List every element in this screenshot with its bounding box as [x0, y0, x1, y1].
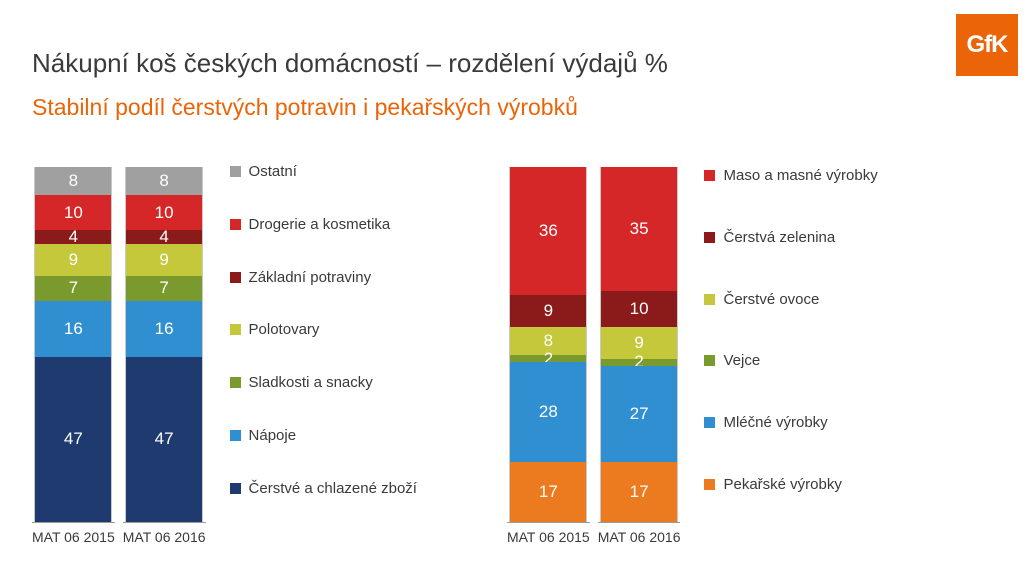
- left-chart-segment-napoje: 16: [126, 301, 202, 357]
- left-chart-legend-item: Drogerie a kosmetika: [230, 216, 417, 233]
- left-chart-segment-zakladni: 4: [126, 230, 202, 244]
- left-chart-segment-cerstve_chlazene: 47: [35, 357, 111, 522]
- legend-label: Polotovary: [249, 321, 320, 338]
- legend-swatch: [704, 170, 715, 181]
- left-chart-segment-polotovary: 9: [35, 244, 111, 276]
- legend-label: Pekařské výrobky: [723, 476, 841, 493]
- right-chart-segment-mlecne: 28: [510, 362, 586, 461]
- legend-label: Mléčné výrobky: [723, 414, 827, 431]
- left-chart-segment-cerstve_chlazene: 47: [126, 357, 202, 522]
- legend-label: Čerstvé ovoce: [723, 291, 819, 308]
- left-chart-bars: 4716794108MAT 06 20154716794108MAT 06 20…: [32, 145, 206, 545]
- left-chart-legend: Ostatní Drogerie a kosmetika Základní potr…: [206, 145, 417, 515]
- right-chart-category-label: MAT 06 2015: [507, 529, 590, 545]
- right-chart-bar: 172828936: [509, 167, 587, 522]
- right-chart-segment-zelenina: 9: [510, 295, 586, 327]
- left-chart-segment-ostatni: 8: [35, 167, 111, 195]
- left-chart-segment-zakladni: 4: [35, 230, 111, 244]
- right-chart-legend-item: Maso a masné výrobky: [704, 167, 877, 184]
- legend-label: Nápoje: [249, 427, 297, 444]
- page-title: Nákupní koš českých domácností – rozděle…: [32, 48, 668, 79]
- left-chart-category-label: MAT 06 2015: [32, 529, 115, 545]
- left-chart-bar-column: 4716794108 MAT 06 2015: [32, 145, 115, 545]
- right-chart-legend-item: Vejce: [704, 352, 877, 369]
- left-chart-legend-item: Čerstvé a chlazené zboží: [230, 480, 417, 497]
- right-stacked-bar-chart: 172828936MAT 06 20151727291035MAT 06 201…: [507, 145, 878, 545]
- left-chart-legend-item: Ostatní: [230, 163, 417, 180]
- right-chart-segment-pekarske: 17: [510, 462, 586, 522]
- right-chart-segment-maso: 36: [510, 167, 586, 295]
- right-chart-segment-mlecne: 27: [601, 366, 677, 462]
- right-chart-bar-column: 1727291035MAT 06 2016: [598, 145, 681, 545]
- left-chart-segment-sladkosti: 7: [35, 276, 111, 301]
- right-chart-segment-vejce: 2: [601, 359, 677, 366]
- right-chart-legend-item: Čerstvé ovoce: [704, 291, 877, 308]
- left-chart-legend-item: Sladkosti a snacky: [230, 374, 417, 391]
- legend-swatch: [230, 166, 241, 177]
- left-chart-segment-napoje: 16: [35, 301, 111, 357]
- right-chart-legend-item: Pekařské výrobky: [704, 476, 877, 493]
- right-chart-legend-item: Čerstvá zelenina: [704, 229, 877, 246]
- legend-swatch: [704, 417, 715, 428]
- right-chart-segment-vejce: 2: [510, 355, 586, 362]
- legend-label: Vejce: [723, 352, 760, 369]
- legend-label: Čerstvé a chlazené zboží: [249, 480, 417, 497]
- legend-swatch: [230, 324, 241, 335]
- legend-label: Základní potraviny: [249, 269, 372, 286]
- left-chart-legend-item: Nápoje: [230, 427, 417, 444]
- left-chart-legend-item: Základní potraviny: [230, 269, 417, 286]
- right-chart-segment-maso: 35: [601, 167, 677, 291]
- left-stacked-bar-chart: 4716794108MAT 06 20154716794108MAT 06 20…: [32, 145, 417, 545]
- legend-swatch: [230, 377, 241, 388]
- right-chart-legend-item: Mléčné výrobky: [704, 414, 877, 431]
- legend-swatch: [704, 232, 715, 243]
- legend-label: Čerstvá zelenina: [723, 229, 835, 246]
- left-chart-bar-column: 4716794108 MAT 06 2016: [123, 145, 206, 545]
- charts-container: 4716794108MAT 06 20154716794108MAT 06 20…: [32, 145, 1000, 545]
- legend-label: Sladkosti a snacky: [249, 374, 373, 391]
- legend-label: Drogerie a kosmetika: [249, 216, 391, 233]
- left-chart-segment-drogerie: 10: [126, 195, 202, 230]
- legend-label: Ostatní: [249, 163, 297, 180]
- right-chart-segment-zelenina: 10: [601, 291, 677, 327]
- right-chart-category-label: MAT 06 2016: [598, 529, 681, 545]
- right-chart-bars: 172828936MAT 06 20151727291035MAT 06 201…: [507, 145, 681, 545]
- legend-swatch: [704, 479, 715, 490]
- right-chart-bar: 1727291035: [600, 167, 678, 522]
- left-chart-segment-polotovary: 9: [126, 244, 202, 276]
- legend-swatch: [230, 430, 241, 441]
- left-chart-segment-sladkosti: 7: [126, 276, 202, 301]
- left-chart-bar: 4716794108: [34, 167, 112, 522]
- left-chart-legend-item: Polotovary: [230, 321, 417, 338]
- legend-swatch: [704, 355, 715, 366]
- left-chart-category-label: MAT 06 2016: [123, 529, 206, 545]
- left-chart-segment-ostatni: 8: [126, 167, 202, 195]
- legend-swatch: [230, 219, 241, 230]
- legend-label: Maso a masné výrobky: [723, 167, 877, 184]
- page-subtitle: Stabilní podíl čerstvých potravin i peka…: [32, 94, 578, 121]
- right-chart-legend: Maso a masné výrobky Čerstvá zelenina Čers…: [680, 145, 877, 515]
- left-chart-segment-drogerie: 10: [35, 195, 111, 230]
- legend-swatch: [704, 294, 715, 305]
- left-chart-bar: 4716794108: [125, 167, 203, 522]
- right-chart-segment-pekarske: 17: [601, 462, 677, 522]
- gfk-logo: GfK: [956, 14, 1018, 76]
- legend-swatch: [230, 272, 241, 283]
- right-chart-bar-column: 172828936MAT 06 2015: [507, 145, 590, 545]
- legend-swatch: [230, 483, 241, 494]
